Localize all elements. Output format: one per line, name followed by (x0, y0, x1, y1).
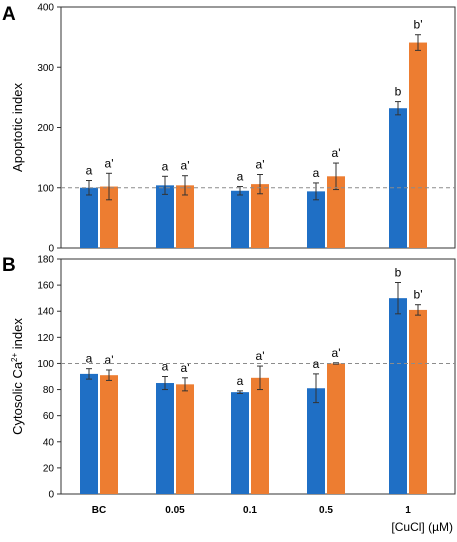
significance-label: b' (414, 288, 423, 302)
y-tick-label: 20 (43, 463, 55, 474)
x-category-label: BC (92, 505, 106, 516)
significance-label: a' (256, 349, 265, 363)
significance-label: a (162, 159, 169, 173)
panel-label-A: A (2, 4, 16, 25)
bar-B-0.5-series2 (327, 363, 345, 494)
y-tick-label: 140 (37, 307, 54, 318)
panel-label-B: B (2, 255, 16, 276)
y-axis-label-suffix: index (10, 318, 25, 353)
y-tick-label: 160 (37, 281, 54, 292)
y-tick-label: 400 (37, 3, 54, 14)
y-tick-label: 120 (37, 333, 54, 344)
y-tick-label: 100 (37, 183, 54, 194)
bar-B-1-series2 (409, 309, 427, 494)
y-tick-label: 40 (43, 437, 55, 448)
bar-B-1-series1 (389, 298, 407, 494)
bar-A-1-series2 (409, 42, 427, 248)
significance-label: a (237, 374, 244, 388)
y-tick-label: 80 (43, 385, 55, 396)
x-category-label: 1 (405, 505, 411, 516)
y-axis-label-main: Cytosolic Ca (10, 361, 25, 435)
significance-label: a' (105, 156, 114, 170)
bar-A-1-series1 (389, 108, 407, 248)
bar-B-BC-series1 (80, 373, 98, 494)
significance-label: a (162, 360, 169, 374)
bar-B-0.05-series2 (176, 384, 194, 494)
y-tick-label: 300 (37, 63, 54, 74)
x-category-label: 0.1 (243, 505, 257, 516)
bar-B-BC-series2 (100, 375, 118, 494)
y-tick-label: 200 (37, 123, 54, 134)
y-axis-label: Apoptotic index (10, 83, 25, 172)
y-tick-label: 60 (43, 411, 55, 422)
y-tick-label: 180 (37, 255, 54, 266)
significance-label: a (86, 352, 93, 366)
bar-A-0.1-series1 (231, 190, 249, 248)
bar-A-0.1-series2 (251, 184, 269, 248)
bar-B-0.1-series1 (231, 392, 249, 494)
significance-label: a (313, 166, 320, 180)
significance-label: b' (414, 18, 423, 32)
bar-A-0.05-series1 (156, 185, 174, 248)
y-axis-label: Cytosolic Ca2+ index (10, 318, 25, 435)
y-tick-label: 0 (48, 244, 54, 255)
bar-B-0.1-series2 (251, 377, 269, 494)
significance-label: b (395, 266, 402, 280)
significance-label: a' (105, 353, 114, 367)
y-tick-label: 0 (48, 490, 54, 501)
significance-label: a' (256, 157, 265, 171)
bar-B-0.05-series1 (156, 383, 174, 494)
x-category-label: 0.05 (165, 505, 185, 516)
significance-label: b (395, 85, 402, 99)
bar-A-0.05-series2 (176, 185, 194, 248)
significance-label: a' (332, 146, 341, 160)
significance-label: a' (181, 361, 190, 375)
x-category-label: 0.5 (319, 505, 333, 516)
bar-A-0.5-series1 (307, 191, 325, 248)
x-axis-label: [CuCl] (µM) (391, 520, 453, 534)
y-axis-label-superscript: 2+ (10, 352, 19, 361)
bar-B-0.5-series1 (307, 388, 325, 494)
bar-A-BC-series2 (100, 186, 118, 248)
significance-label: a' (181, 159, 190, 173)
significance-label: a (237, 170, 244, 184)
significance-label: a (86, 164, 93, 178)
significance-label: a' (332, 346, 341, 360)
y-tick-label: 100 (37, 359, 54, 370)
bar-A-BC-series1 (80, 187, 98, 248)
bar-A-0.5-series2 (327, 176, 345, 248)
